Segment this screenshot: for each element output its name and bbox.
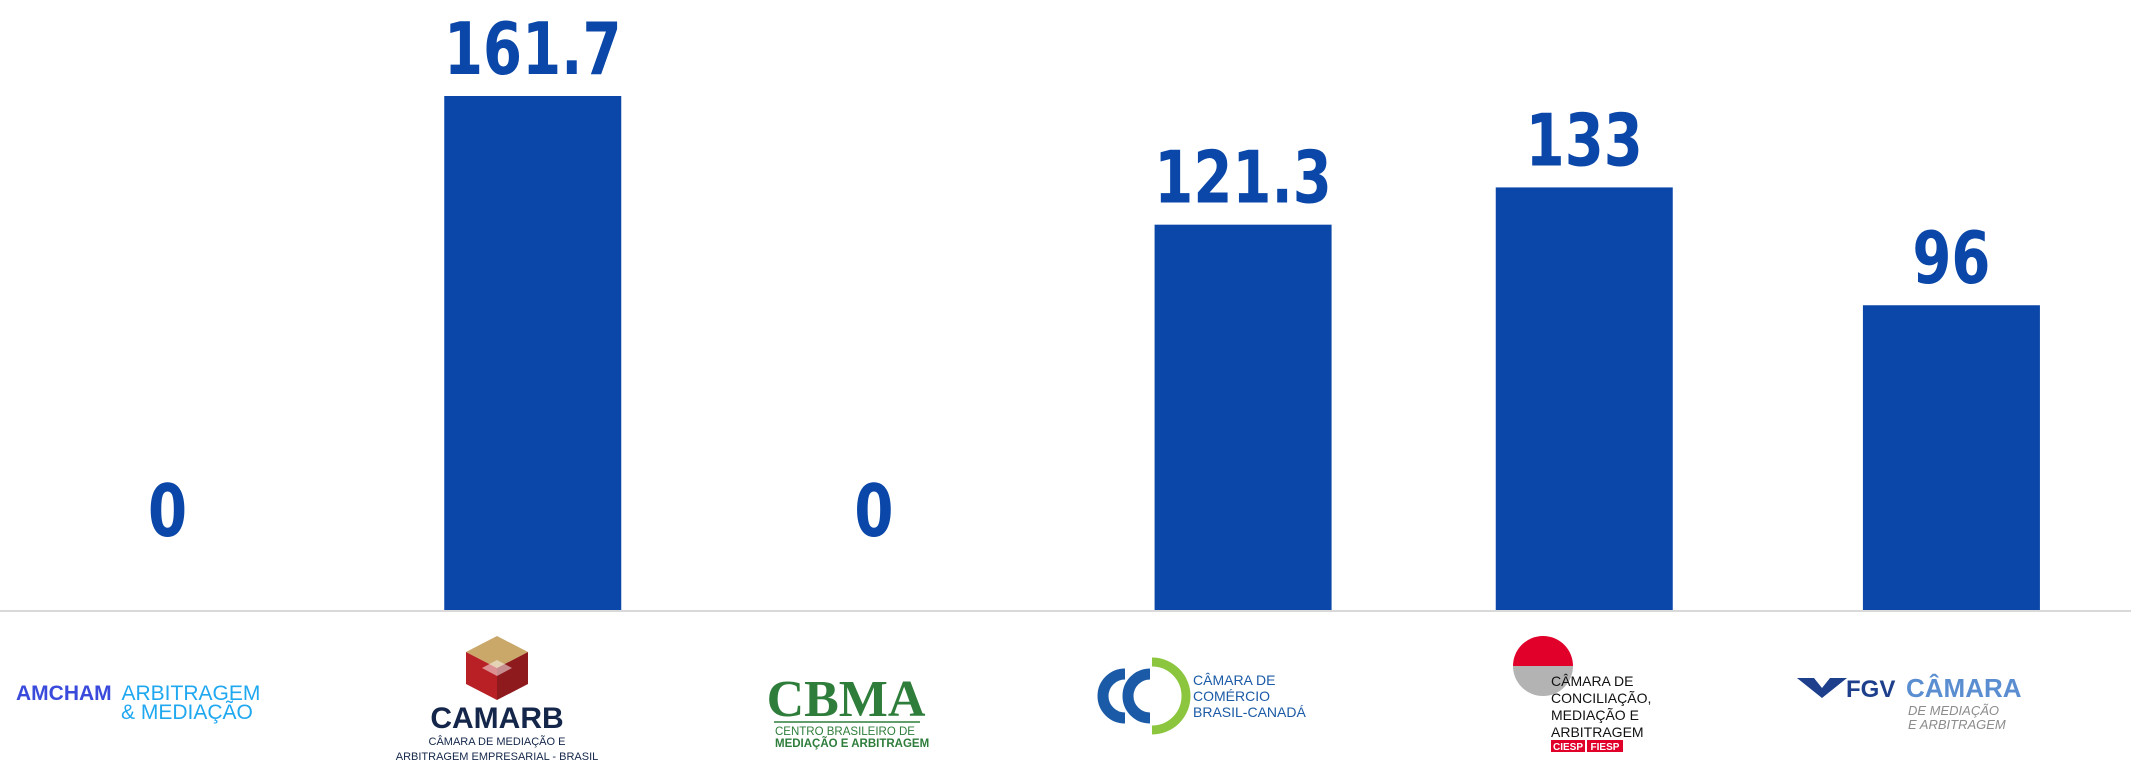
camarb-name: CAMARB <box>430 702 563 735</box>
fgv-subtitle-2: E ARBITRAGEM <box>1908 717 2006 732</box>
cbma-subtitle-1: CENTRO BRASILEIRO DE <box>775 726 915 738</box>
ccbc-line-3: BRASIL-CANADÁ <box>1193 704 1306 720</box>
svg-text:AMCHAM ARBITRAGEM: AMCHAM ARBITRAGEM <box>16 682 260 705</box>
bars <box>444 96 2040 611</box>
amcham-name: AMCHAM <box>16 682 112 705</box>
ciesp-line-1: CÂMARA DE <box>1551 673 1633 689</box>
fgv-chevron-icon <box>1797 678 1847 698</box>
ccbc-line-1: CÂMARA DE <box>1193 672 1275 688</box>
camarb-subtitle-2: ARBITRAGEM EMPRESARIAL - BRASIL <box>396 751 599 763</box>
value-label-2: 161.7 <box>444 8 622 92</box>
ciesp-line-3: MEDIAÇÃO E <box>1551 707 1639 723</box>
value-label-3: 0 <box>854 470 893 554</box>
logo-amcham: AMCHAM ARBITRAGEM & MEDIAÇÃO <box>16 682 260 724</box>
value-labels: 0 161.7 0 121.3 133 96 <box>148 8 1990 554</box>
logo-fgv: FGV CÂMARA DE MEDIAÇÃO E ARBITRAGEM <box>1797 673 2022 732</box>
logo-ccbc: CÂMARA DE COMÉRCIO BRASIL-CANADÁ <box>1097 657 1306 735</box>
amcham-arbitragem: ARBITRAGEM <box>122 682 261 705</box>
camarb-subtitle-1: CÂMARA DE MEDIAÇÃO E <box>429 735 566 748</box>
cbma-subtitle-2: MEDIAÇÃO E ARBITRAGEM <box>775 737 929 750</box>
logo-ciesp: CÂMARA DE CONCILIAÇÃO, MEDIAÇÃO E ARBITR… <box>1513 636 1651 753</box>
ciesp-line-2: CONCILIAÇÃO, <box>1551 690 1651 706</box>
value-label-1: 0 <box>148 470 187 554</box>
camarb-cube-icon <box>466 636 528 700</box>
ccbc-mark-icon <box>1097 657 1191 735</box>
ciesp-circle-icon <box>1513 636 1573 696</box>
logo-camarb: CAMARB CÂMARA DE MEDIAÇÃO E ARBITRAGEM E… <box>396 636 599 763</box>
amcham-mediacao: & MEDIAÇÃO <box>121 700 253 724</box>
ccbc-line-2: COMÉRCIO <box>1193 688 1270 704</box>
bar-4 <box>1154 224 1332 611</box>
logo-cbma: CBMA CENTRO BRASILEIRO DE MEDIAÇÃO E ARB… <box>767 671 930 750</box>
bar-6 <box>1862 305 2040 611</box>
bar-5 <box>1495 187 1673 611</box>
value-label-4: 121.3 <box>1154 137 1332 221</box>
ciesp-line-4: ARBITRAGEM <box>1551 724 1644 740</box>
cbma-name: CBMA <box>767 671 926 728</box>
fiesp-tag: FIESP <box>1591 742 1620 753</box>
fgv-camara: CÂMARA <box>1906 673 2022 703</box>
value-label-5: 133 <box>1526 100 1643 184</box>
fgv-brand: FGV <box>1846 676 1895 703</box>
bar-2 <box>444 96 622 611</box>
value-label-6: 96 <box>1912 217 1990 301</box>
ciesp-tag: CIESP <box>1553 742 1583 753</box>
fgv-subtitle-1: DE MEDIAÇÃO <box>1908 703 1999 718</box>
